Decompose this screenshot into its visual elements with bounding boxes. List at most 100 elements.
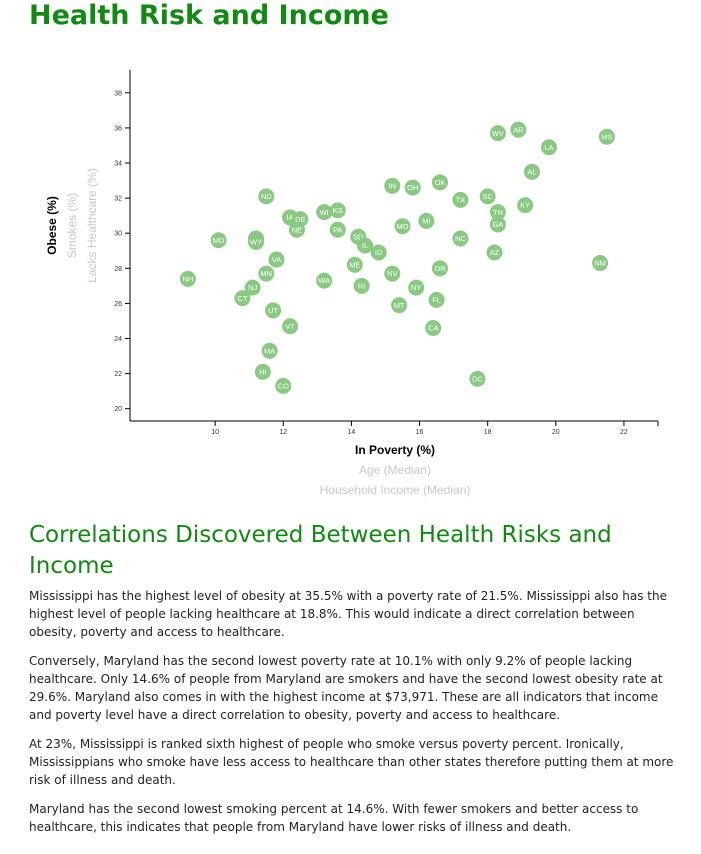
data-point-marker[interactable] bbox=[265, 302, 282, 319]
data-point-al[interactable]: AL bbox=[523, 163, 540, 180]
data-point-mn[interactable]: MN bbox=[258, 265, 275, 282]
x-axis-label-2[interactable]: Age (Median) bbox=[359, 463, 431, 477]
data-point-il[interactable]: IL bbox=[357, 237, 374, 254]
data-point-md[interactable]: MD bbox=[210, 232, 227, 249]
data-point-ar[interactable]: AR bbox=[510, 121, 527, 138]
data-point-ga[interactable]: GA bbox=[489, 216, 506, 233]
data-point-mi[interactable]: MI bbox=[418, 212, 435, 229]
data-point-nj[interactable]: NJ bbox=[244, 279, 261, 296]
data-point-hi[interactable]: HI bbox=[254, 363, 271, 380]
data-point-marker[interactable] bbox=[357, 237, 374, 254]
data-point-marker[interactable] bbox=[469, 370, 486, 387]
data-point-ut[interactable]: UT bbox=[265, 302, 282, 319]
data-point-oh[interactable]: OH bbox=[404, 179, 421, 196]
data-point-ct[interactable]: CT bbox=[234, 290, 251, 307]
data-point-wv[interactable]: WV bbox=[489, 125, 506, 142]
data-point-tn[interactable]: TN bbox=[489, 204, 506, 221]
data-point-marker[interactable] bbox=[452, 191, 469, 208]
data-point-marker[interactable] bbox=[404, 179, 421, 196]
data-point-marker[interactable] bbox=[431, 260, 448, 277]
data-point-nm[interactable]: NM bbox=[592, 255, 609, 272]
data-point-marker[interactable] bbox=[592, 255, 609, 272]
data-point-marker[interactable] bbox=[489, 216, 506, 233]
data-point-nc[interactable]: NC bbox=[452, 230, 469, 247]
data-point-marker[interactable] bbox=[288, 221, 305, 238]
data-point-marker[interactable] bbox=[510, 121, 527, 138]
data-point-marker[interactable] bbox=[391, 297, 408, 314]
data-point-wi[interactable]: WI bbox=[316, 204, 333, 221]
data-point-marker[interactable] bbox=[248, 233, 265, 250]
data-point-marker[interactable] bbox=[540, 139, 557, 156]
data-point-marker[interactable] bbox=[316, 272, 333, 289]
data-point-marker[interactable] bbox=[394, 218, 411, 235]
data-point-marker[interactable] bbox=[346, 256, 363, 273]
data-point-nh[interactable]: NH bbox=[179, 270, 196, 287]
data-point-fl[interactable]: FL bbox=[428, 291, 445, 308]
data-point-marker[interactable] bbox=[179, 270, 196, 287]
data-point-la[interactable]: LA bbox=[540, 139, 557, 156]
data-point-marker[interactable] bbox=[384, 177, 401, 194]
data-point-marker[interactable] bbox=[489, 204, 506, 221]
data-point-wa[interactable]: WA bbox=[316, 272, 333, 289]
data-point-vt[interactable]: VT bbox=[282, 318, 299, 335]
data-point-dc[interactable]: DC bbox=[469, 370, 486, 387]
data-point-id[interactable]: ID bbox=[370, 244, 387, 261]
data-point-az[interactable]: AZ bbox=[486, 244, 503, 261]
data-point-va[interactable]: VA bbox=[268, 251, 285, 268]
data-point-mt[interactable]: MT bbox=[391, 297, 408, 314]
data-point-marker[interactable] bbox=[431, 174, 448, 191]
data-point-marker[interactable] bbox=[275, 377, 292, 394]
x-axis-label-3[interactable]: Household Income (Median) bbox=[320, 483, 471, 497]
data-point-nv[interactable]: NV bbox=[384, 265, 401, 282]
data-point-marker[interactable] bbox=[479, 188, 496, 205]
data-point-ne[interactable]: NE bbox=[288, 221, 305, 238]
y-axis-label-3[interactable]: Lacks Healthcare (%) bbox=[85, 168, 99, 283]
data-point-marker[interactable] bbox=[261, 342, 278, 359]
data-point-marker[interactable] bbox=[329, 202, 346, 219]
data-point-marker[interactable] bbox=[489, 125, 506, 142]
data-point-ky[interactable]: KY bbox=[517, 197, 534, 214]
data-point-marker[interactable] bbox=[425, 319, 442, 336]
data-point-marker[interactable] bbox=[329, 221, 346, 238]
data-point-me[interactable]: ME bbox=[346, 256, 363, 273]
x-axis-label-1[interactable]: In Poverty (%) bbox=[355, 443, 435, 457]
data-point-in[interactable]: IN bbox=[384, 177, 401, 194]
data-point-marker[interactable] bbox=[452, 230, 469, 247]
data-point-ma[interactable]: MA bbox=[261, 342, 278, 359]
data-point-marker[interactable] bbox=[523, 163, 540, 180]
data-point-or[interactable]: OR bbox=[431, 260, 448, 277]
data-point-marker[interactable] bbox=[353, 277, 370, 294]
data-point-marker[interactable] bbox=[210, 232, 227, 249]
data-point-pa[interactable]: PA bbox=[329, 221, 346, 238]
data-point-ca[interactable]: CA bbox=[425, 319, 442, 336]
data-point-marker[interactable] bbox=[258, 265, 275, 282]
data-point-ok[interactable]: OK bbox=[431, 174, 448, 191]
data-point-marker[interactable] bbox=[598, 128, 615, 145]
data-point-tx[interactable]: TX bbox=[452, 191, 469, 208]
data-point-ks[interactable]: KS bbox=[329, 202, 346, 219]
y-axis-label-2[interactable]: Smokes (%) bbox=[65, 193, 79, 258]
data-point-marker[interactable] bbox=[316, 204, 333, 221]
data-point-marker[interactable] bbox=[418, 212, 435, 229]
data-point-marker[interactable] bbox=[517, 197, 534, 214]
data-point-marker[interactable] bbox=[486, 244, 503, 261]
data-point-marker[interactable] bbox=[408, 279, 425, 296]
data-point-marker[interactable] bbox=[254, 363, 271, 380]
data-point-marker[interactable] bbox=[268, 251, 285, 268]
data-point-ny[interactable]: NY bbox=[408, 279, 425, 296]
data-point-marker[interactable] bbox=[282, 318, 299, 335]
data-point-nd[interactable]: ND bbox=[258, 188, 275, 205]
data-point-marker[interactable] bbox=[384, 265, 401, 282]
data-point-marker[interactable] bbox=[244, 279, 261, 296]
data-point-wy[interactable]: WY bbox=[248, 233, 265, 250]
data-point-marker[interactable] bbox=[234, 290, 251, 307]
data-point-marker[interactable] bbox=[258, 188, 275, 205]
data-point-co[interactable]: CO bbox=[275, 377, 292, 394]
data-point-marker[interactable] bbox=[370, 244, 387, 261]
y-axis-label-1[interactable]: Obese (%) bbox=[45, 196, 59, 255]
data-point-sc[interactable]: SC bbox=[479, 188, 496, 205]
data-point-marker[interactable] bbox=[428, 291, 445, 308]
data-point-mo[interactable]: MO bbox=[394, 218, 411, 235]
data-point-ri[interactable]: RI bbox=[353, 277, 370, 294]
data-point-ms[interactable]: MS bbox=[598, 128, 615, 145]
